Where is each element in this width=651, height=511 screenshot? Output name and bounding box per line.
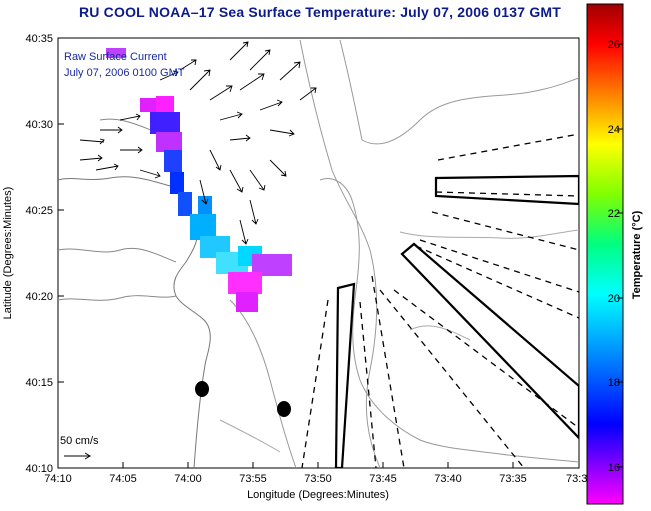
bathymetry-contour	[219, 229, 579, 453]
x-tick-label: 74:00	[174, 473, 202, 485]
colorbar	[586, 3, 624, 505]
x-tick-label: 73:35	[499, 473, 527, 485]
colorbar-tick-label: 22	[608, 208, 620, 220]
legend-current: Raw Surface Current	[64, 51, 167, 63]
buoy-marker	[195, 381, 209, 397]
x-tick-label: 74:05	[109, 473, 137, 485]
y-tick-label: 40:30	[25, 119, 53, 131]
map-title: RU COOL NOAA–17 Sea Surface Temperature:…	[78, 4, 562, 20]
axis-ticks	[57, 37, 514, 469]
buoy-marker	[277, 401, 291, 417]
legend-date: July 07, 2006 0100 GMT	[64, 67, 185, 79]
colorbar-tick-label: 26	[608, 39, 620, 51]
x-tick-label: 73:3	[566, 473, 587, 485]
y-tick-label: 40:10	[25, 463, 53, 475]
plot-frame	[57, 37, 580, 469]
x-tick-label: 74:10	[44, 473, 72, 485]
y-tick-label: 40:20	[25, 291, 53, 303]
bathymetry-contour	[299, 39, 381, 468]
y-tick-label: 40:15	[25, 377, 53, 389]
x-tick-label: 73:40	[434, 473, 462, 485]
colorbar-tick-label: 20	[608, 293, 620, 305]
y-tick-label: 40:25	[25, 205, 53, 217]
glider-boxes	[334, 174, 579, 468]
x-tick-label: 73:50	[304, 473, 332, 485]
current-vectors	[79, 41, 317, 245]
y-tick-label: 40:35	[25, 33, 53, 45]
bathymetry-contour	[339, 39, 579, 145]
colorbar-tick-label: 24	[608, 124, 620, 136]
sst-patch	[106, 48, 292, 312]
y-axis-label: Latitude (Degrees:Minutes)	[2, 187, 14, 320]
x-tick-label: 73:45	[369, 473, 397, 485]
scale-arrow	[64, 452, 91, 460]
x-axis-label: Longitude (Degrees:Minutes)	[247, 489, 389, 501]
colorbar-ticks	[617, 43, 623, 468]
colorbar-label: Temperature (°C)	[631, 210, 643, 299]
scale-label: 50 cm/s	[60, 435, 99, 447]
colorbar-tick-label: 18	[608, 377, 620, 389]
colorbar-tick-label: 16	[608, 462, 620, 474]
x-tick-label: 73:55	[239, 473, 267, 485]
bathymetry-contour	[319, 178, 579, 463]
bathymetry-contour	[229, 299, 297, 468]
